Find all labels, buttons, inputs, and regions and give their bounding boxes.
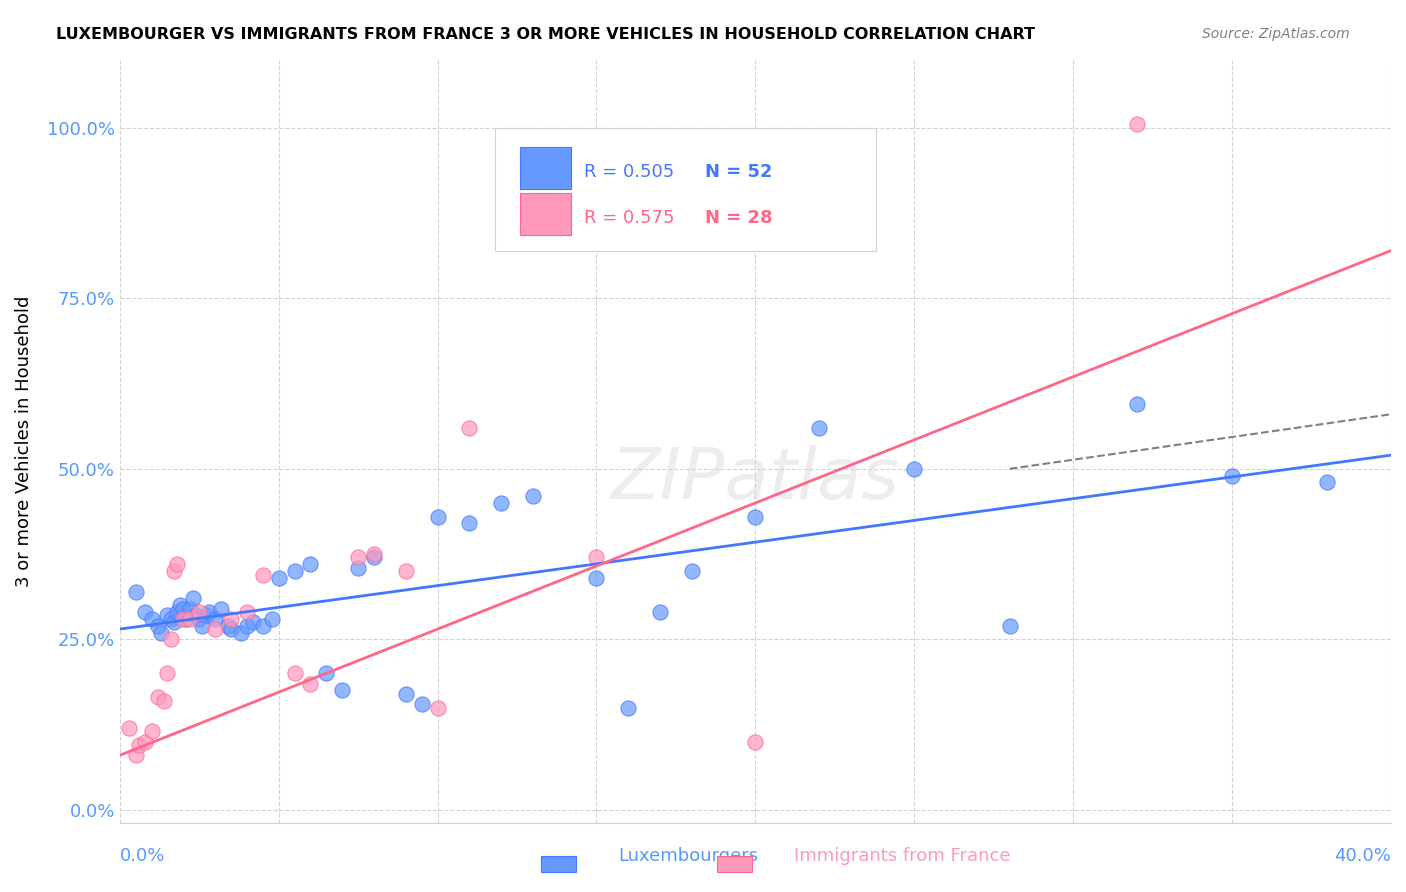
Luxembourgers [681,564,703,578]
Luxembourgers [217,618,239,632]
Luxembourgers [363,550,385,565]
Luxembourgers [176,612,198,626]
Text: 40.0%: 40.0% [1334,847,1391,865]
Immigrants from France [1125,117,1147,131]
Luxembourgers [150,625,173,640]
Luxembourgers [648,605,671,619]
Immigrants from France [146,690,169,705]
FancyBboxPatch shape [495,128,876,251]
Luxembourgers [315,666,337,681]
Luxembourgers [124,584,146,599]
Immigrants from France [172,612,194,626]
Text: Luxembourgers: Luxembourgers [619,847,759,865]
Luxembourgers [458,516,481,531]
Luxembourgers [283,564,305,578]
Immigrants from France [395,564,418,578]
Luxembourgers [252,618,274,632]
Luxembourgers [229,625,252,640]
Text: N = 28: N = 28 [704,209,772,227]
Luxembourgers [163,615,186,630]
Luxembourgers [181,591,204,606]
Luxembourgers [411,697,433,711]
Immigrants from France [585,550,607,565]
Y-axis label: 3 or more Vehicles in Household: 3 or more Vehicles in Household [15,296,32,587]
Immigrants from France [124,748,146,763]
Immigrants from France [219,612,242,626]
Immigrants from France [159,632,181,647]
Immigrants from France [252,567,274,582]
Luxembourgers [197,605,219,619]
Immigrants from France [426,700,449,714]
Luxembourgers [188,612,211,626]
Immigrants from France [153,694,176,708]
Luxembourgers [617,700,640,714]
Luxembourgers [156,608,179,623]
Text: LUXEMBOURGER VS IMMIGRANTS FROM FRANCE 3 OR MORE VEHICLES IN HOUSEHOLD CORRELATI: LUXEMBOURGER VS IMMIGRANTS FROM FRANCE 3… [56,27,1035,42]
Immigrants from France [347,550,370,565]
Luxembourgers [267,571,290,585]
Luxembourgers [194,608,217,623]
Immigrants from France [163,564,186,578]
Immigrants from France [299,676,322,690]
Immigrants from France [118,721,141,735]
Text: Source: ZipAtlas.com: Source: ZipAtlas.com [1202,27,1350,41]
Luxembourgers [262,612,284,626]
Luxembourgers [426,509,449,524]
Text: R = 0.505: R = 0.505 [583,163,673,181]
Luxembourgers [179,601,201,615]
Luxembourgers [172,601,194,615]
Luxembourgers [1220,468,1243,483]
Luxembourgers [204,612,226,626]
Immigrants from France [204,622,226,636]
Text: N = 52: N = 52 [704,163,772,181]
Luxembourgers [489,496,512,510]
Luxembourgers [242,615,264,630]
Luxembourgers [1316,475,1339,490]
Text: Immigrants from France: Immigrants from France [794,847,1011,865]
Text: 0.0%: 0.0% [120,847,165,865]
Luxembourgers [166,605,188,619]
Immigrants from France [134,734,156,748]
Luxembourgers [236,618,259,632]
Luxembourgers [807,421,830,435]
Immigrants from France [458,421,481,435]
Luxembourgers [903,462,925,476]
Luxembourgers [1125,397,1147,411]
FancyBboxPatch shape [520,147,571,189]
Immigrants from France [744,734,766,748]
Luxembourgers [146,618,169,632]
Immigrants from France [188,605,211,619]
Luxembourgers [191,618,214,632]
Text: ZIPatlas: ZIPatlas [610,445,900,514]
Immigrants from France [156,666,179,681]
Luxembourgers [585,571,607,585]
Luxembourgers [744,509,766,524]
Luxembourgers [141,612,163,626]
Luxembourgers [395,687,418,701]
Luxembourgers [522,489,544,503]
Luxembourgers [299,558,322,572]
Immigrants from France [283,666,305,681]
Luxembourgers [998,618,1021,632]
Luxembourgers [347,560,370,574]
Luxembourgers [169,599,191,613]
Luxembourgers [211,601,233,615]
Immigrants from France [128,738,150,752]
Text: R = 0.575: R = 0.575 [583,209,675,227]
Immigrants from France [363,547,385,561]
Luxembourgers [159,612,181,626]
Luxembourgers [219,622,242,636]
Luxembourgers [134,605,156,619]
Luxembourgers [330,683,353,698]
Immigrants from France [141,724,163,739]
Luxembourgers [184,608,207,623]
FancyBboxPatch shape [520,194,571,235]
Immigrants from France [166,558,188,572]
Immigrants from France [179,612,201,626]
Immigrants from France [236,605,259,619]
